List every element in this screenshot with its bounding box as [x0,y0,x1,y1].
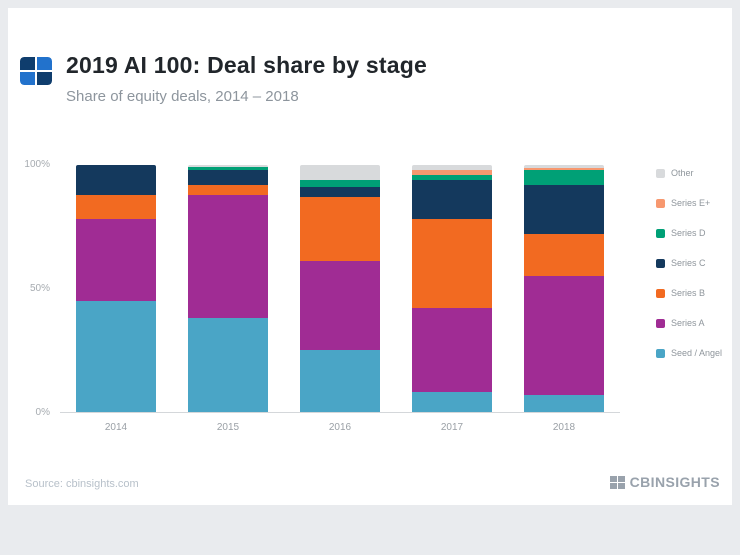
legend-label: Series B [671,288,706,298]
legend-swatch [656,228,665,238]
segment-series-b [524,234,604,277]
x-axis-label: 2017 [440,422,464,433]
legend-label: Other [671,168,694,178]
segment-series-b [300,197,380,262]
chart-subtitle: Share of equity deals, 2014 – 2018 [66,88,299,105]
watermark-block [617,482,625,489]
bar-2017 [412,165,492,412]
segment-series-d [300,179,380,188]
bar-2018 [524,165,604,412]
segment-seed-angel [524,394,604,412]
legend-label: Series A [671,318,705,328]
legend-item-series-c: Series C [656,258,722,268]
legend: Other Series E+ Series D Series C Series B Se… [656,168,722,358]
logo-block [37,72,52,85]
legend-label: Series D [671,228,706,238]
y-tick-label: 100% [24,159,50,170]
x-axis-label: 2018 [552,422,576,433]
x-axis-label: 2015 [216,422,240,433]
legend-item-series-b: Series B [656,288,722,298]
watermark-block [609,482,617,489]
bar-2016 [300,165,380,412]
segment-series-c [524,184,604,235]
segment-series-c [300,187,380,198]
bar-2014 [76,165,156,412]
segment-other [188,165,268,168]
segment-series-a [188,194,268,319]
title-block: 2019 AI 100: Deal share by stage Share o… [66,52,427,105]
segment-series-d [524,169,604,185]
segment-series-e [524,167,604,170]
segment-seed-angel [76,300,156,412]
legend-item-series-e: Series E+ [656,198,722,208]
segment-series-d [188,167,268,170]
x-axis-label: 2014 [104,422,128,433]
legend-swatch [656,258,665,268]
segment-seed-angel [300,350,380,412]
segment-series-d [412,174,492,180]
source-text: Source: cbinsights.com [25,478,139,490]
cbinsights-watermark: CBINSIGHTS [609,474,720,490]
legend-label: Series E+ [671,198,711,208]
x-axis-labels: 2014 2015 2016 2017 2018 [60,422,620,433]
y-axis: 100% 50% 0% [8,8,54,505]
y-tick-label: 50% [29,283,50,294]
segment-other [524,165,604,168]
segment-series-a [76,219,156,301]
chart-title: 2019 AI 100: Deal share by stage [66,52,427,78]
cbinsights-watermark-icon [609,475,625,489]
legend-label: Seed / Angel [671,348,723,358]
legend-swatch [656,318,665,328]
legend-label: Series C [671,258,706,268]
header: 2019 AI 100: Deal share by stage Share o… [20,52,427,105]
cbinsights-watermark-text: CBINSIGHTS [629,474,720,490]
plot-area [60,165,620,413]
segment-series-c [188,169,268,185]
segment-series-a [524,276,604,395]
cbinsights-logo-icon [20,57,52,85]
segment-series-a [412,308,492,393]
legend-item-seed-angel: Seed / Angel [656,348,722,358]
segment-series-b [412,219,492,309]
logo-block [20,57,35,70]
segment-other [300,165,380,180]
legend-item-other: Other [656,168,722,178]
logo-block [37,57,52,70]
legend-swatch [656,168,665,178]
legend-swatch [656,288,665,298]
segment-series-b [76,194,156,220]
bar-2015 [188,165,268,412]
segment-series-a [300,261,380,351]
segment-other [412,165,492,170]
segment-series-e [412,169,492,175]
chart-card: 2019 AI 100: Deal share by stage Share o… [8,8,732,505]
y-tick-label: 0% [35,407,50,418]
legend-swatch [656,198,665,208]
segment-series-b [188,184,268,195]
logo-block [20,72,35,85]
x-axis-label: 2016 [328,422,352,433]
legend-item-series-d: Series D [656,228,722,238]
legend-swatch [656,348,665,358]
segment-series-c [412,179,492,220]
legend-item-series-a: Series A [656,318,722,328]
segment-seed-angel [412,392,492,412]
segment-series-c [76,165,156,195]
segment-seed-angel [188,318,268,412]
watermark-block [617,475,625,482]
watermark-block [609,475,617,482]
